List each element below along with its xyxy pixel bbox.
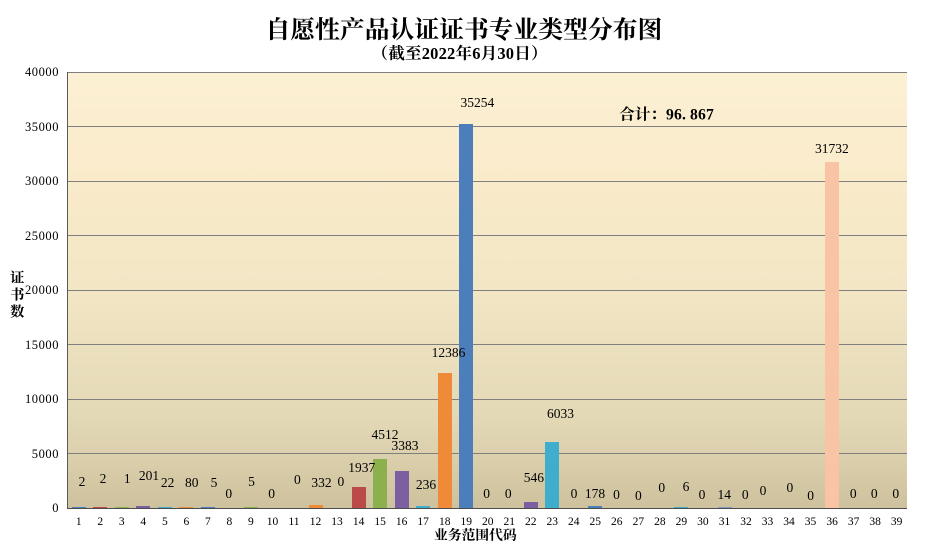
svg-text:6: 6 <box>472 44 480 63</box>
svg-text:2022: 2022 <box>422 44 456 63</box>
svg-text:867: 867 <box>690 107 714 124</box>
svg-text:30: 30 <box>497 44 514 63</box>
svg-text:96.: 96. <box>666 107 686 124</box>
